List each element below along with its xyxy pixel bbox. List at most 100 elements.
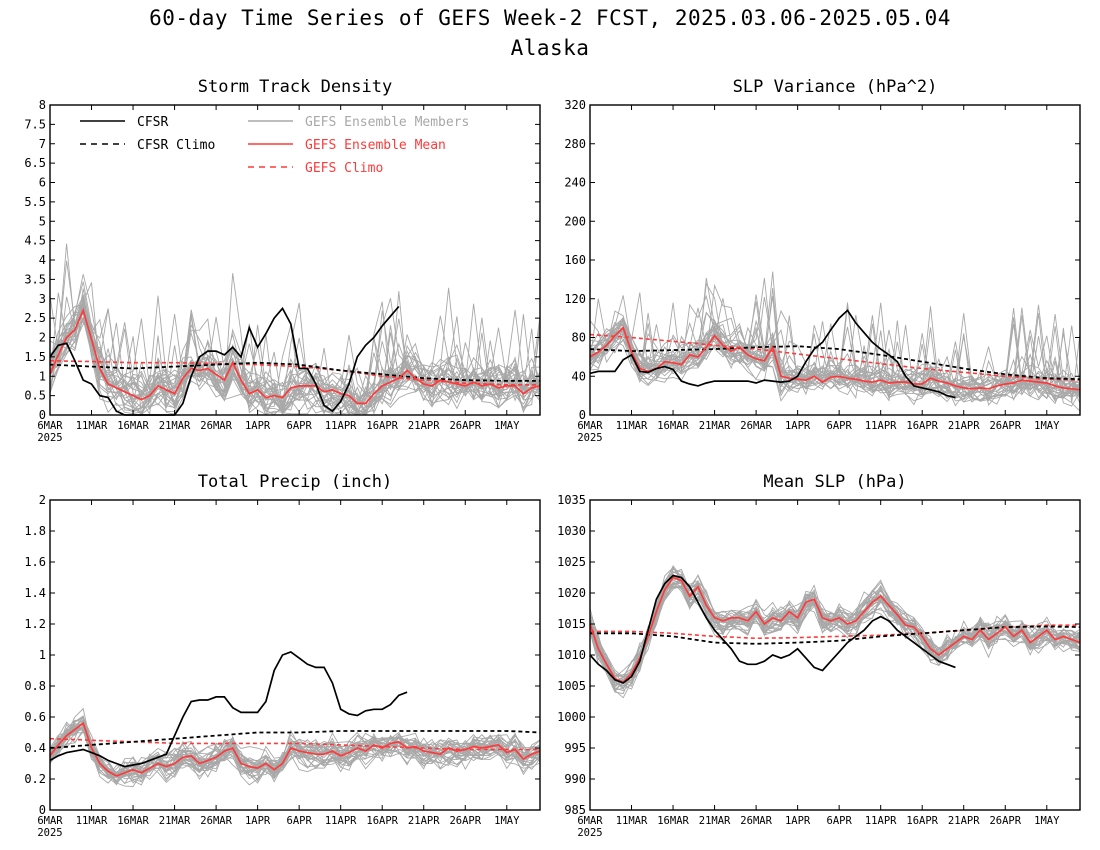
series-gefs-climo (49, 360, 540, 386)
x-tick-label: 26MAR (200, 815, 232, 827)
panel-3: Total Precip (inch) 0 0.2 0.4 0.6 0.8 1 1.2 1.4 1… (24, 472, 541, 839)
x-tick-label: 1MAY (494, 815, 520, 827)
series-cfsr-climo (589, 345, 1081, 381)
x-tick-label: 16APR (366, 815, 398, 827)
ensemble-member-line (50, 302, 540, 411)
x-tick-label: 26APR (449, 420, 481, 432)
y-tick-label: 1035 (557, 493, 586, 507)
legend-members-label: GEFS Ensemble Members (305, 115, 469, 130)
panel-title: SLP Variance (hPa^2) (733, 77, 938, 97)
y-tick-label: 1.4 (24, 586, 46, 600)
figure-title: 60-day Time Series of GEFS Week-2 FCST, … (149, 6, 951, 30)
y-tick-label: 6.5 (24, 156, 46, 170)
x-tick-label: 6MAR (577, 420, 603, 432)
x-tick-label: 26MAR (740, 815, 772, 827)
ensemble-member-line (50, 295, 540, 415)
y-tick-label: 1005 (557, 679, 586, 693)
x-tick-label: 16MAR (657, 815, 689, 827)
y-tick-label: 160 (564, 253, 586, 267)
y-tick-label: 120 (564, 292, 586, 306)
ensemble-member-line (50, 288, 540, 415)
x-tick-label: 26MAR (740, 420, 772, 432)
y-tick-label: 1020 (557, 586, 586, 600)
series-cfsr-climo (590, 625, 1081, 645)
x-tick-label: 11APR (865, 420, 897, 432)
x-tick-label: 16APR (906, 815, 938, 827)
x-tick-label: 21MAR (159, 815, 191, 827)
ensemble-member-line (590, 271, 1080, 398)
ensemble-member-line (50, 306, 540, 415)
series-gefs-ensemble-mean (49, 721, 541, 777)
ensemble-member-line (590, 305, 1080, 412)
series-cfsr (49, 305, 400, 416)
series-gefs-ensemble-mean (589, 326, 1081, 391)
x-tick-label: 16MAR (657, 420, 689, 432)
x-tick-label: 1MAY (494, 420, 520, 432)
y-tick-label: 4 (39, 253, 46, 267)
y-tick-label: 0.2 (24, 772, 46, 786)
series-gefs-ensemble-mean (589, 576, 1081, 684)
y-tick-label: 1030 (557, 524, 586, 538)
y-tick-label: 200 (564, 214, 586, 228)
x-tick-label: 26APR (989, 815, 1021, 827)
y-tick-label: 0.5 (24, 389, 46, 403)
y-tick-label: 0 (39, 408, 46, 422)
x-tick-label: 26MAR (200, 420, 232, 432)
series-gefs-climo (49, 737, 540, 751)
y-tick-label: 40 (572, 369, 586, 383)
y-tick-label: 5.5 (24, 195, 46, 209)
y-tick-label: 1.2 (24, 617, 46, 631)
x-tick-label: 16MAR (117, 815, 149, 827)
x-tick-label: 16APR (906, 420, 938, 432)
ensemble-member-line (590, 283, 1080, 397)
ensemble-member-line (50, 294, 540, 415)
panel-title: Storm Track Density (198, 77, 392, 97)
y-tick-label: 985 (564, 803, 586, 817)
y-tick-label: 1 (39, 648, 46, 662)
x-tick-label: 26APR (449, 815, 481, 827)
x-year-label: 2025 (577, 432, 602, 444)
y-tick-label: 4.5 (24, 234, 46, 248)
x-tick-label: 6APR (827, 815, 853, 827)
y-tick-label: 6 (39, 176, 46, 190)
x-tick-label: 1MAY (1034, 815, 1060, 827)
plot-frame (589, 499, 1081, 811)
ensemble-members (50, 707, 540, 787)
y-tick-label: 1010 (557, 648, 586, 662)
x-tick-label: 21MAR (159, 420, 191, 432)
ensemble-members (50, 243, 540, 415)
panel-1: Storm Track Density 0 0.5 1 1.5 2 2.5 3 3.5 4 4.5 5… (24, 77, 541, 444)
panel-2: SLP Variance (hPa^2) 0 40 80 120 160 200 240 280… (564, 77, 1081, 444)
legend-cfsr-climo-label: CFSR Climo (137, 138, 215, 153)
x-tick-label: 6MAR (37, 420, 63, 432)
y-tick-label: 0.8 (24, 679, 46, 693)
y-tick-label: 1 (39, 369, 46, 383)
x-tick-label: 6MAR (37, 815, 63, 827)
y-tick-label: 0.6 (24, 710, 46, 724)
x-tick-label: 21MAR (699, 420, 731, 432)
x-tick-label: 11APR (325, 815, 357, 827)
ensemble-member-line (50, 323, 540, 415)
legend-gefs-climo-label: GEFS Climo (305, 161, 383, 176)
x-tick-label: 1MAY (1034, 420, 1060, 432)
y-tick-label: 1025 (557, 555, 586, 569)
y-tick-label: 240 (564, 176, 586, 190)
x-tick-label: 21APR (408, 420, 440, 432)
ensemble-member-line (50, 723, 540, 780)
x-tick-label: 11MAR (616, 815, 648, 827)
legend-mean-label: GEFS Ensemble Mean (305, 138, 446, 153)
y-tick-label: 280 (564, 137, 586, 151)
x-tick-label: 1APR (785, 815, 811, 827)
y-tick-label: 80 (572, 331, 586, 345)
x-tick-label: 11APR (865, 815, 897, 827)
y-tick-label: 5 (39, 214, 46, 228)
series-cfsr-climo (49, 361, 540, 382)
ensemble-member-line (590, 582, 1080, 679)
y-tick-label: 8 (39, 98, 46, 112)
y-tick-label: 320 (564, 98, 586, 112)
x-tick-label: 11MAR (616, 420, 648, 432)
x-year-label: 2025 (37, 827, 62, 839)
panel-title: Total Precip (inch) (198, 472, 392, 492)
x-tick-label: 1APR (785, 420, 811, 432)
